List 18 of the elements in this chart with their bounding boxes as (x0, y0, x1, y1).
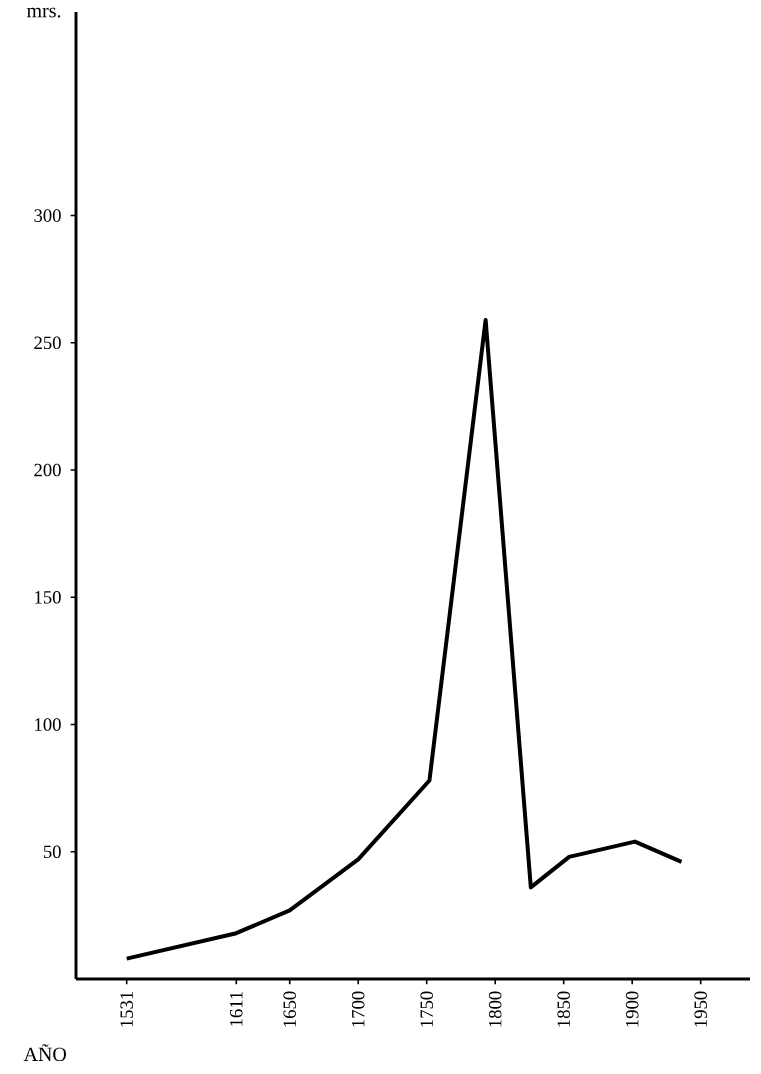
y-tick-label: 250 (34, 336, 61, 350)
x-tick-label: 1900 (625, 991, 639, 1027)
x-tick-label: 1611 (230, 991, 243, 1026)
y-axis-title: mrs. (26, 7, 61, 18)
y-tick-label: 150 (35, 590, 61, 604)
x-tick-label: 1650 (283, 991, 297, 1027)
x-tick-label: 1750 (420, 991, 434, 1027)
y-tick-label: 100 (35, 718, 61, 731)
x-tick-label: 1531 (120, 991, 133, 1027)
x-tick-label: 1950 (694, 991, 707, 1027)
x-tick-label: 1850 (557, 991, 570, 1027)
x-tick-label: 1800 (488, 991, 502, 1027)
line-series (124, 317, 684, 961)
x-tick-label: 1700 (351, 991, 365, 1027)
y-tick-label: 200 (34, 463, 61, 477)
y-tick-label: 50 (43, 845, 61, 859)
y-tick-label: 300 (34, 209, 61, 222)
x-axis-title: AÑO (23, 1044, 67, 1062)
